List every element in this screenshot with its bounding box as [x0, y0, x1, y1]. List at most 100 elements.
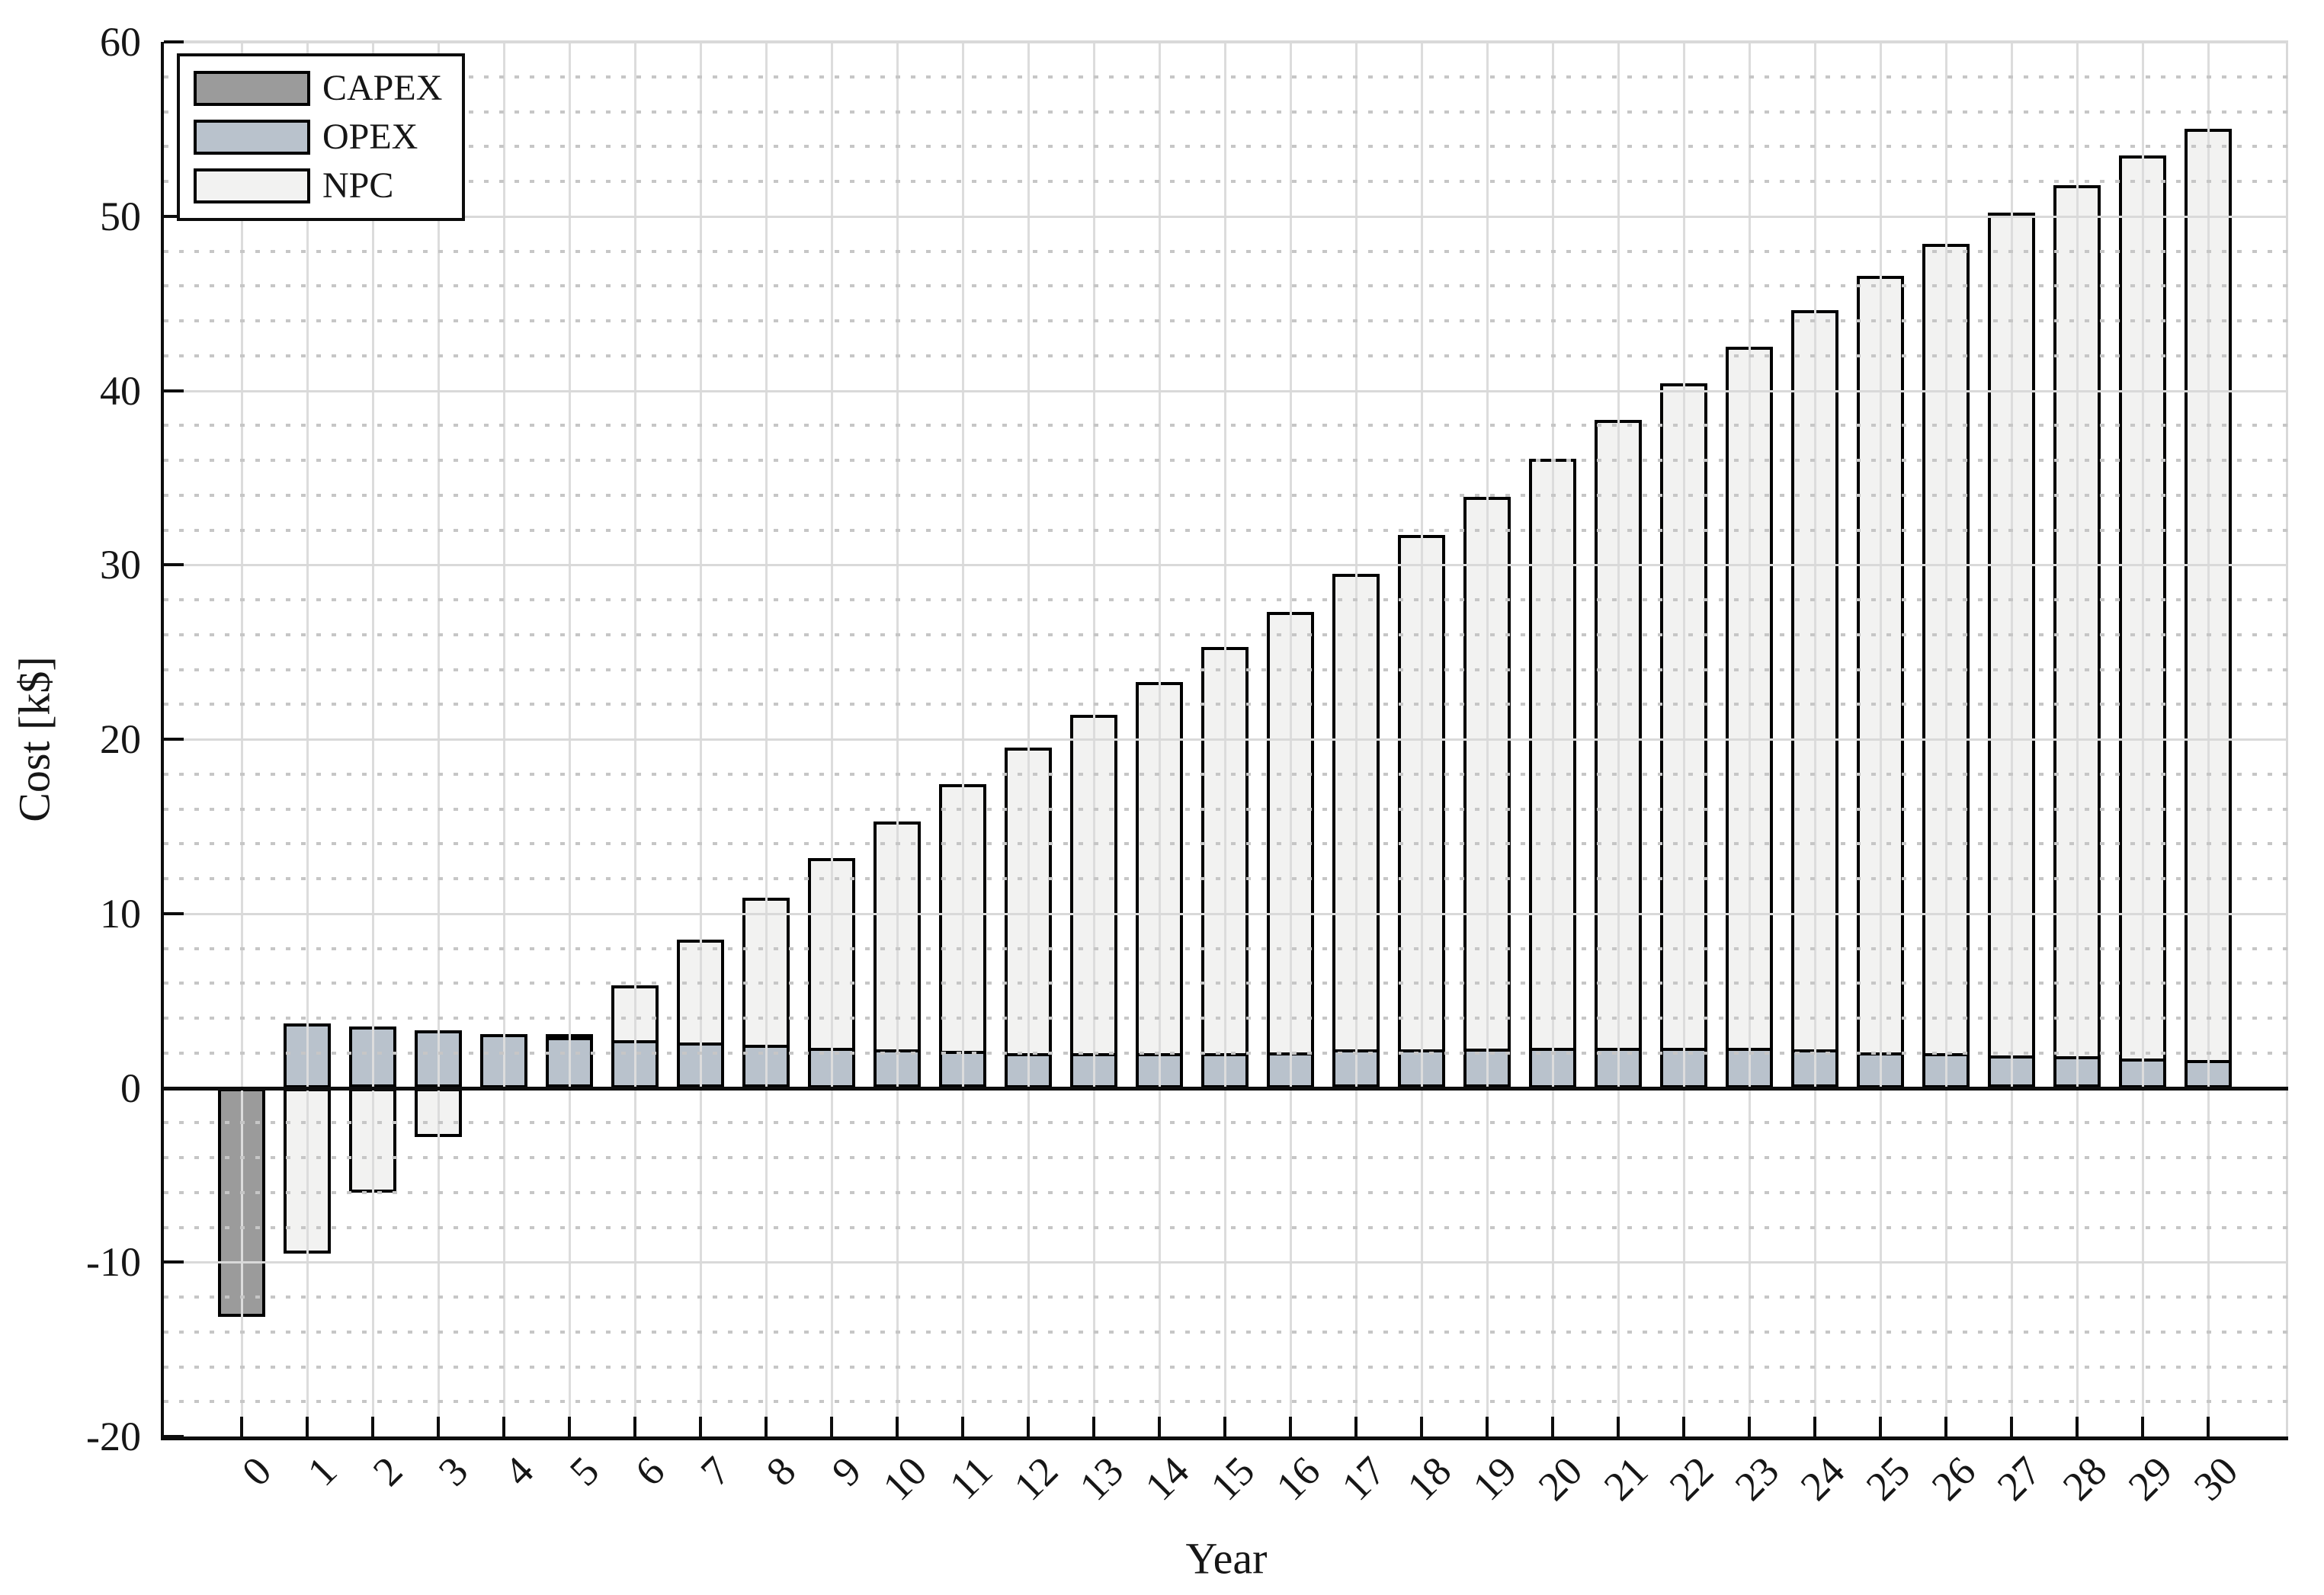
x-tick-label: 10: [874, 1447, 936, 1510]
legend: CAPEX OPEX NPC: [177, 53, 466, 221]
legend-swatch-opex: [194, 120, 310, 155]
legend-label-npc: NPC: [322, 165, 394, 206]
grid-line-minor: [164, 668, 2288, 671]
y-tick: [164, 1435, 184, 1438]
legend-swatch-npc: [194, 168, 310, 203]
grid-line-minor: [164, 424, 2288, 427]
grid-line-minor: [164, 842, 2288, 845]
grid-line-minor: [164, 1226, 2288, 1229]
legend-label-capex: CAPEX: [322, 68, 443, 108]
x-tick-label: 21: [1595, 1447, 1657, 1510]
x-tick: [961, 1417, 964, 1436]
y-tick: [164, 389, 184, 392]
x-axis-spine: [161, 1436, 2288, 1440]
x-tick-label: 30: [2185, 1447, 2247, 1510]
y-tick-label: 40: [100, 368, 141, 414]
x-tick-label: 24: [1791, 1447, 1854, 1510]
x-tick-label: 13: [1070, 1447, 1133, 1510]
legend-label-opex: OPEX: [322, 117, 418, 157]
x-tick-label: 26: [1922, 1447, 1985, 1510]
grid-line-minor: [164, 1017, 2288, 1020]
x-tick-label: 17: [1332, 1447, 1395, 1510]
grid-line-major: [164, 41, 2288, 43]
grid-line-minor: [164, 1331, 2288, 1334]
x-tick: [437, 1417, 440, 1436]
grid-line-major: [164, 564, 2288, 566]
x-tick-label: 4: [495, 1447, 543, 1495]
x-tick: [633, 1417, 636, 1436]
x-tick-label: 20: [1529, 1447, 1592, 1510]
x-tick: [1617, 1417, 1620, 1436]
x-tick-label: 18: [1398, 1447, 1460, 1510]
x-tick-label: 8: [757, 1447, 805, 1495]
legend-item-capex: CAPEX: [194, 69, 442, 108]
legend-item-opex: OPEX: [194, 117, 442, 157]
x-tick: [765, 1417, 768, 1436]
grid-line-minor: [164, 1191, 2288, 1194]
x-tick: [896, 1417, 899, 1436]
y-tick: [164, 1087, 184, 1090]
x-tick-label: 9: [822, 1447, 870, 1495]
x-tick-label: 3: [429, 1447, 477, 1495]
x-tick: [1813, 1417, 1816, 1436]
legend-swatch-capex: [194, 71, 310, 106]
x-tick-label: 27: [1988, 1447, 2050, 1510]
x-tick-label: 19: [1463, 1447, 1526, 1510]
y-tick: [164, 40, 184, 43]
x-tick-label: 0: [232, 1447, 280, 1495]
y-tick-label: 10: [100, 891, 141, 937]
grid-line-minor: [164, 598, 2288, 601]
x-tick-label: 1: [298, 1447, 346, 1495]
x-tick: [1092, 1417, 1095, 1436]
x-tick: [568, 1417, 571, 1436]
x-tick: [1223, 1417, 1226, 1436]
x-tick-label: 14: [1136, 1447, 1198, 1510]
x-tick-label: 12: [1005, 1447, 1067, 1510]
grid-line-minor: [164, 110, 2288, 114]
grid-line-minor: [164, 1400, 2288, 1403]
x-axis-title: Year: [1185, 1533, 1268, 1584]
grid-line-minor: [164, 459, 2288, 462]
y-tick: [164, 912, 184, 915]
x-tick: [2010, 1417, 2013, 1436]
x-tick: [1551, 1417, 1554, 1436]
x-tick: [1289, 1417, 1292, 1436]
grid-line-minor: [164, 284, 2288, 287]
grid-line-minor: [164, 633, 2288, 636]
x-tick: [830, 1417, 833, 1436]
x-tick-label: 23: [1726, 1447, 1788, 1510]
grid-line-major: [164, 216, 2288, 218]
grid-line-minor: [164, 494, 2288, 497]
y-tick-label: 50: [100, 194, 141, 239]
y-tick-label: 60: [100, 19, 141, 65]
x-tick-label: 22: [1660, 1447, 1723, 1510]
grid-line-minor: [164, 319, 2288, 322]
x-tick: [1158, 1417, 1161, 1436]
x-tick: [1748, 1417, 1751, 1436]
x-tick: [1944, 1417, 1947, 1436]
grid-line-major: [164, 1261, 2288, 1264]
grid-line-minor: [164, 1156, 2288, 1159]
grid-line-minor: [164, 1366, 2288, 1369]
x-tick: [2141, 1417, 2144, 1436]
grid-line-minor: [164, 808, 2288, 811]
x-tick: [502, 1417, 505, 1436]
grid-line-minor: [164, 75, 2288, 78]
x-tick: [1682, 1417, 1685, 1436]
x-tick-label: 16: [1267, 1447, 1329, 1510]
grid-line-minor: [164, 1052, 2288, 1055]
grid-line-major: [164, 913, 2288, 915]
x-tick: [1420, 1417, 1423, 1436]
y-tick: [164, 563, 184, 566]
x-tick: [699, 1417, 702, 1436]
x-tick-label: 5: [560, 1447, 608, 1495]
y-axis-spine: [161, 42, 164, 1440]
grid-line-minor: [164, 982, 2288, 985]
x-tick-label: 29: [2119, 1447, 2181, 1510]
grid-line-major: [164, 738, 2288, 741]
x-tick: [306, 1417, 309, 1436]
grid-line-minor: [164, 947, 2288, 950]
grid-line-minor: [164, 529, 2288, 532]
x-tick: [1486, 1417, 1489, 1436]
